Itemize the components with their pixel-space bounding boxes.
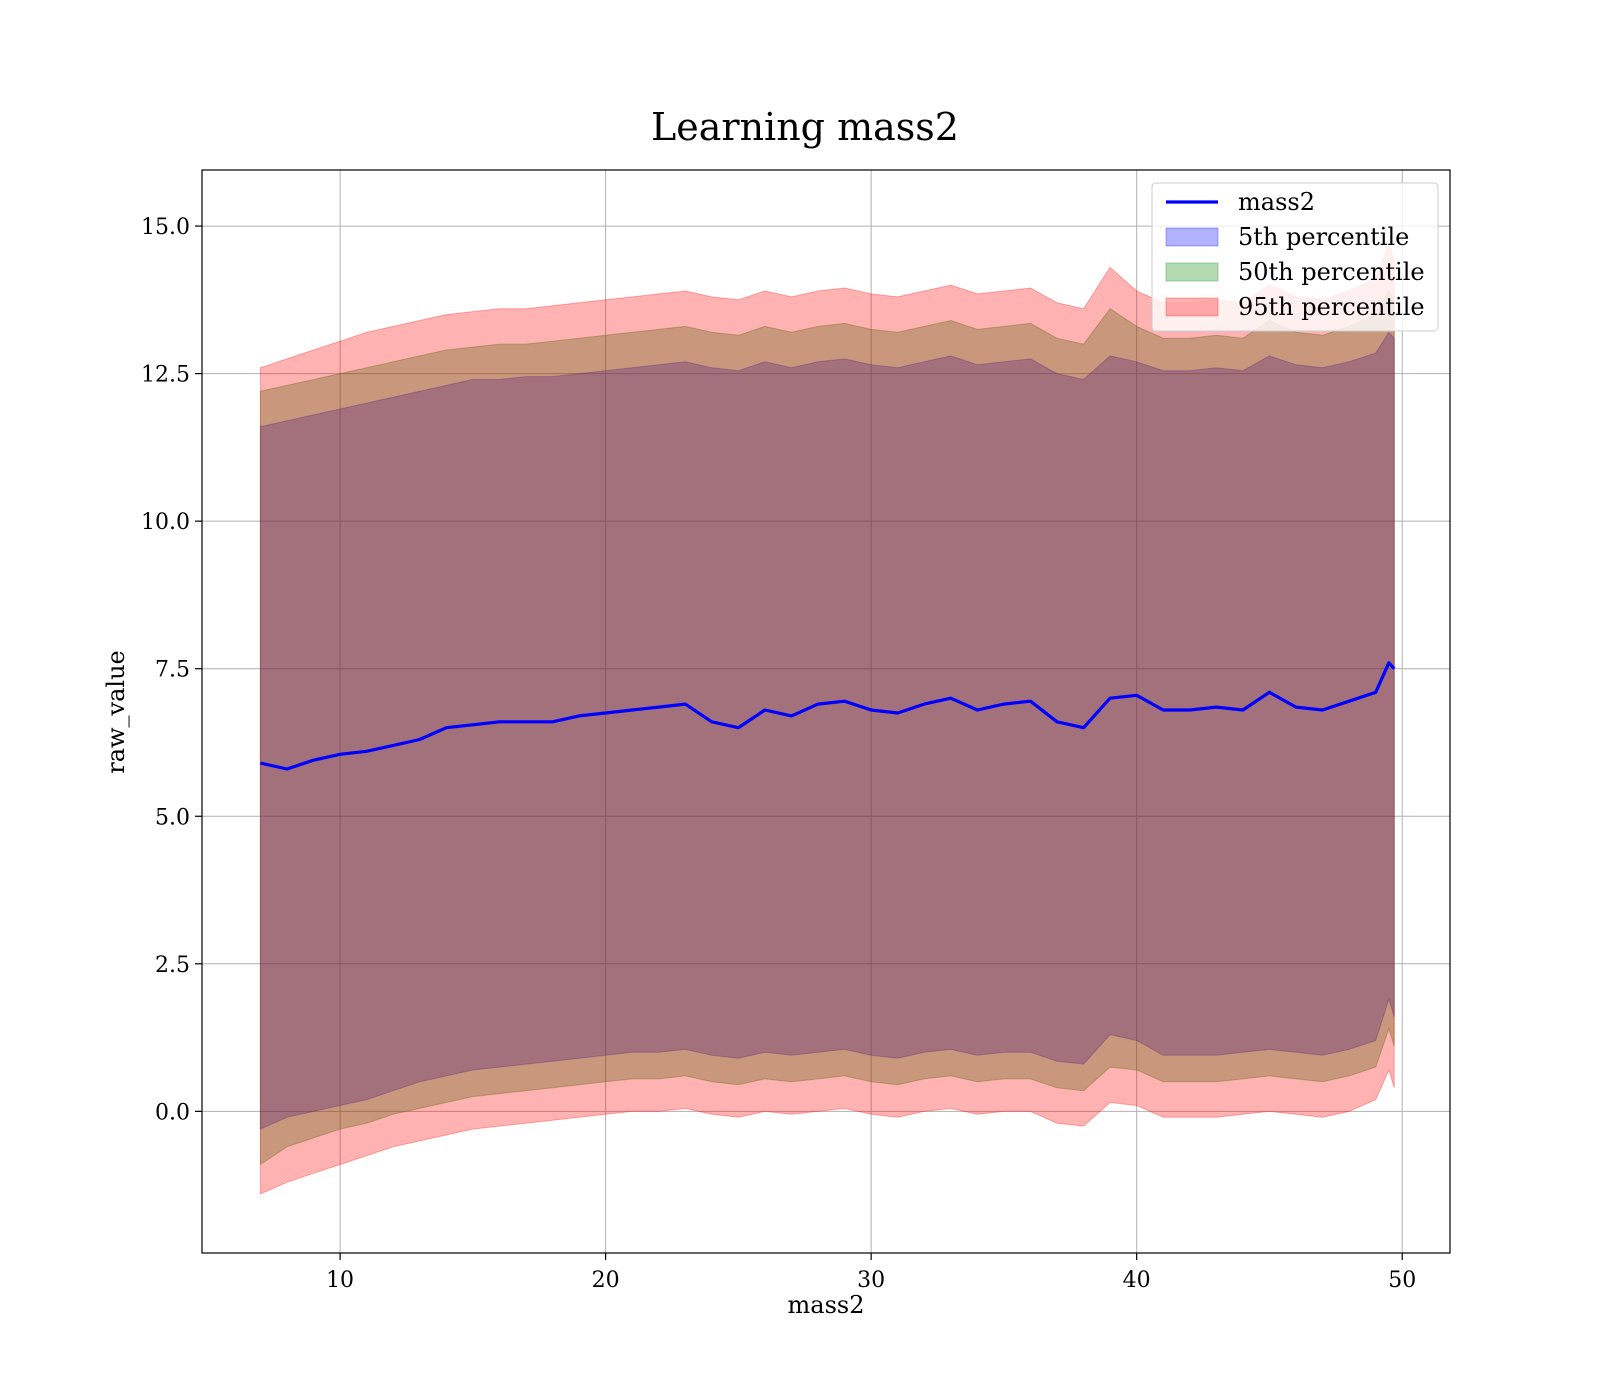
axis-ticks: 10 20 30 40 50 0.0 2.5 5.0 7.5 10.0 12.5 15.0 <box>141 215 1416 1293</box>
plot-area: 10 20 30 40 50 0.0 2.5 5.0 7.5 10.0 12.5 15.0 <box>141 169 1451 1293</box>
y-tick-label: 15.0 <box>141 215 190 240</box>
y-tick-label: 5.0 <box>155 805 190 830</box>
chart-title: Learning mass2 <box>651 105 959 149</box>
band-5th-percentile <box>259 331 1395 1130</box>
x-tick-label: 30 <box>857 1268 885 1293</box>
legend-items: mass2 5th percentile 50th percentile 95th p… <box>1165 188 1425 321</box>
y-axis-label: raw_value <box>102 650 130 774</box>
y-tick-label: 2.5 <box>155 953 190 978</box>
y-tick-label: 12.5 <box>141 363 190 388</box>
percentile-bands <box>259 242 1395 1195</box>
y-tick-label: 7.5 <box>155 658 190 683</box>
y-tick-label: 10.0 <box>141 510 190 535</box>
x-tick-label: 20 <box>592 1268 620 1293</box>
legend-swatch-5th-percentile <box>1165 227 1219 247</box>
legend: mass2 5th percentile 50th percentile 95th p… <box>1151 182 1439 332</box>
legend-label-95th-percentile: 95th percentile <box>1238 293 1425 321</box>
line-mass2 <box>260 661 1396 771</box>
series-lines <box>260 661 1396 771</box>
legend-label-50th-percentile: 50th percentile <box>1238 258 1425 286</box>
x-tick-label: 10 <box>326 1268 354 1293</box>
band-50th-percentile <box>259 289 1395 1166</box>
legend-frame <box>1151 182 1439 332</box>
grid-lines <box>202 170 1450 1253</box>
legend-label-mass2: mass2 <box>1238 188 1315 216</box>
x-tick-label: 50 <box>1388 1268 1416 1293</box>
x-tick-label: 40 <box>1123 1268 1151 1293</box>
legend-swatch-50th-percentile <box>1165 262 1219 282</box>
band-95th-percentile <box>259 242 1395 1195</box>
legend-label-5th-percentile: 5th percentile <box>1238 223 1409 251</box>
legend-swatch-95th-percentile <box>1165 297 1219 317</box>
plot-frame <box>201 169 1451 1254</box>
y-tick-label: 0.0 <box>155 1100 190 1125</box>
x-axis-label: mass2 <box>788 1291 865 1319</box>
